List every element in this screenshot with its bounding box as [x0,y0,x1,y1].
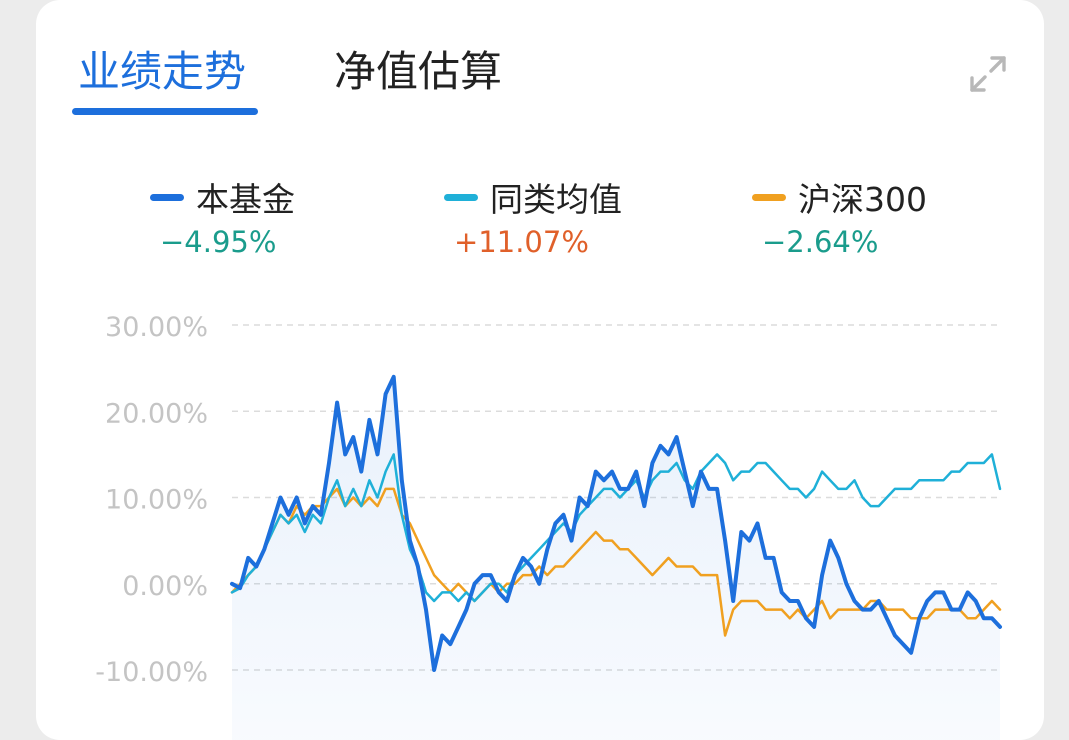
legend-item-peer-average[interactable]: 同类均值 +11.07% [444,175,622,259]
performance-line-chart[interactable]: 30.00% 20.00% 10.00% 0.00% -10.00% [36,0,1044,740]
y-tick-label-1: 20.00% [105,398,208,429]
expand-icon [970,56,1006,92]
performance-card: 业绩走势 净值估算 本基金 −4.95% 同类均值 +11.07% 沪深300 … [36,0,1044,740]
legend-name-peer-average: 同类均值 [490,180,622,219]
legend-value-fund: −4.95% [160,225,277,259]
tab-performance-trend[interactable]: 业绩走势 [78,47,247,96]
series-line-1 [230,453,1002,603]
series-line-0 [230,374,1002,672]
legend-swatch-csi300 [752,193,786,201]
series-area-0 [232,376,1000,740]
tab-nav-estimate[interactable]: 净值估算 [334,47,503,96]
y-tick-label-4: -10.00% [95,657,208,688]
active-tab-indicator [72,108,258,115]
y-tick-label-3: 0.00% [122,571,208,602]
legend-value-csi300: −2.64% [762,225,879,259]
y-tick-label-2: 10.00% [105,485,208,516]
expand-button[interactable] [966,52,1010,96]
legend-name-csi300: 沪深300 [798,180,927,219]
legend-value-peer-average: +11.07% [454,225,589,259]
legend-item-csi300[interactable]: 沪深300 −2.64% [752,175,927,259]
legend-swatch-fund [150,193,184,201]
legend-swatch-peer-average [444,193,478,201]
legend-name-fund: 本基金 [196,180,295,219]
y-tick-label-0: 30.00% [105,312,208,343]
legend-item-fund[interactable]: 本基金 −4.95% [150,175,295,259]
